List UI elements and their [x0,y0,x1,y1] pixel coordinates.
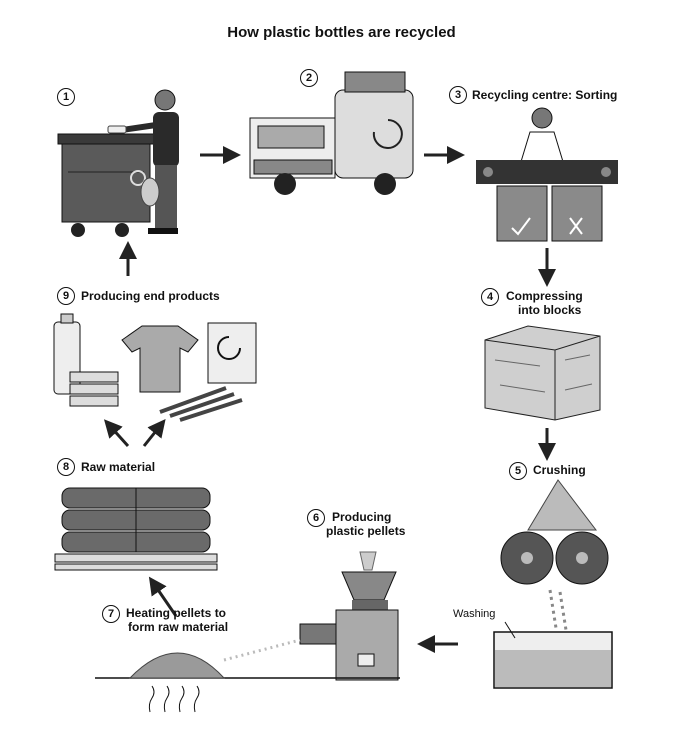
heated-pellets-illustration [95,638,400,713]
arrow-7-to-8 [148,576,178,617]
step-9-number: 9 [57,287,75,305]
bin-illustration [57,133,155,237]
raw-material-pallet-illustration [54,487,218,571]
step-3-label: Recycling centre: Sorting [472,88,618,102]
step-6-number: 6 [307,509,325,527]
step-8-number: 8 [57,458,75,476]
process-arrows [103,146,556,653]
sorting-illustration [476,107,618,242]
step-5-label: Crushing [533,463,586,477]
step-4-number: 4 [481,288,499,306]
step-9-label: Producing end products [81,289,220,303]
arrow-8-to-9-left [103,419,130,448]
washing-label: Washing [453,608,496,620]
step-6-label-line-1: Producing [332,510,392,524]
step-7-label-line-2: form raw material [128,620,229,634]
step-5-number: 5 [509,462,527,480]
compressed-block-illustration [484,325,601,421]
crusher-illustration [500,479,609,631]
step-7-label-line-1: Heating pellets to [126,606,227,620]
step-4-label-line-2: into blocks [518,303,582,317]
person-illustration [107,89,179,234]
arrow-8-to-9-right [142,418,166,447]
step-6-label-line-2: plastic pellets [326,524,406,538]
step-8-label: Raw material [81,460,156,474]
diagram-title: How plastic bottles are recycled [227,24,456,41]
step-4-label-line-1: Compressing [506,289,583,303]
truck-illustration [249,71,414,195]
step-7-number: 7 [102,605,120,623]
step-2-number: 2 [300,69,318,87]
washing-tank-illustration [493,621,613,689]
step-1-number: 1 [57,88,75,106]
step-3-number: 3 [449,86,467,104]
end-products-illustration [53,313,257,422]
pellet-machine-illustration [299,551,399,681]
